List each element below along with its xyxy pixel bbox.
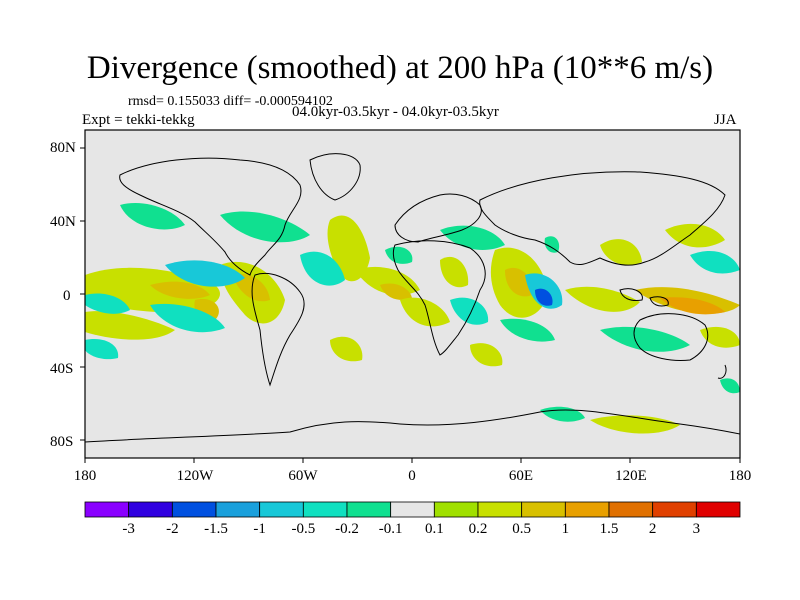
lat-label-0: 0 xyxy=(63,288,71,304)
lat-label-40s: 40S xyxy=(50,361,74,377)
rmsd-diff-stats: rmsd= 0.155033 diff= -0.000594102 xyxy=(128,94,333,109)
coast-borneo xyxy=(649,296,669,307)
colorbar-swatch xyxy=(390,501,435,518)
colorbar-label: 1.5 xyxy=(599,521,619,537)
colorbar-swatch xyxy=(128,501,173,518)
lon-label-60e: 60E xyxy=(508,468,534,484)
coast-greenland xyxy=(309,153,361,201)
experiment-label: Expt = tekki-tekkg xyxy=(82,112,195,128)
colorbar-swatch xyxy=(302,501,348,518)
colorbar-swatch xyxy=(433,501,479,518)
lon-label-60w: 60W xyxy=(288,468,318,484)
colorbar-swatch xyxy=(477,501,523,518)
colorbar-swatch xyxy=(652,501,697,518)
lon-label-120w: 120W xyxy=(176,468,214,484)
colorbar-label: 1 xyxy=(561,521,570,537)
period-label: 04.0kyr-03.5kyr - 04.0kyr-03.5kyr xyxy=(292,104,499,120)
colorbar-swatch xyxy=(215,501,261,518)
colorbar-label: -3 xyxy=(122,521,135,537)
coast-antarctica xyxy=(85,409,740,443)
colorbar-swatch xyxy=(259,501,304,518)
axis-ticks xyxy=(80,147,741,463)
coast-south-america xyxy=(251,273,305,387)
colorbar-label: 3 xyxy=(692,521,701,537)
colorbar-label: 0.1 xyxy=(424,521,444,537)
colorbar-swatch xyxy=(608,501,654,518)
lon-label-180e: 180 xyxy=(728,468,752,484)
coast-sumatra xyxy=(619,288,643,301)
colorbar-label: -0.1 xyxy=(378,521,403,537)
coast-north-america xyxy=(119,157,302,276)
lon-label-120e: 120E xyxy=(615,468,647,484)
coast-new-zealand xyxy=(717,364,727,379)
colorbar-swatch xyxy=(346,501,392,518)
colorbar-label: -0.5 xyxy=(291,521,316,537)
colorbar xyxy=(84,501,741,518)
colorbar-label: 2 xyxy=(648,521,657,537)
colorbar-swatch xyxy=(171,501,217,518)
colorbar-swatch xyxy=(521,501,566,518)
colorbar-label: -2 xyxy=(166,521,179,537)
map-panel xyxy=(80,129,741,463)
lat-label-80n: 80N xyxy=(50,140,76,156)
coast-australia xyxy=(633,313,709,361)
colorbar-label: 0.5 xyxy=(512,521,532,537)
divergence-field xyxy=(85,202,740,434)
colorbar-swatch xyxy=(564,501,610,518)
lat-label-80s: 80S xyxy=(50,434,74,450)
colorbar-swatch xyxy=(84,501,130,518)
colorbar-label: -0.2 xyxy=(335,521,359,537)
colorbar-label: -1 xyxy=(253,521,266,537)
lat-label-40n: 40N xyxy=(50,214,76,230)
coastlines xyxy=(85,153,740,443)
season-label: JJA xyxy=(714,112,737,128)
colorbar-swatch xyxy=(695,501,741,518)
coast-africa xyxy=(392,240,486,356)
coast-asia xyxy=(479,171,726,266)
plot-title: Divergence (smoothed) at 200 hPa (10**6 … xyxy=(86,50,714,86)
colorbar-label: -1.5 xyxy=(204,521,228,537)
lon-label-180w: 180 xyxy=(73,468,97,484)
colorbar-label: 0.2 xyxy=(468,521,488,537)
lon-label-0: 0 xyxy=(408,468,416,484)
